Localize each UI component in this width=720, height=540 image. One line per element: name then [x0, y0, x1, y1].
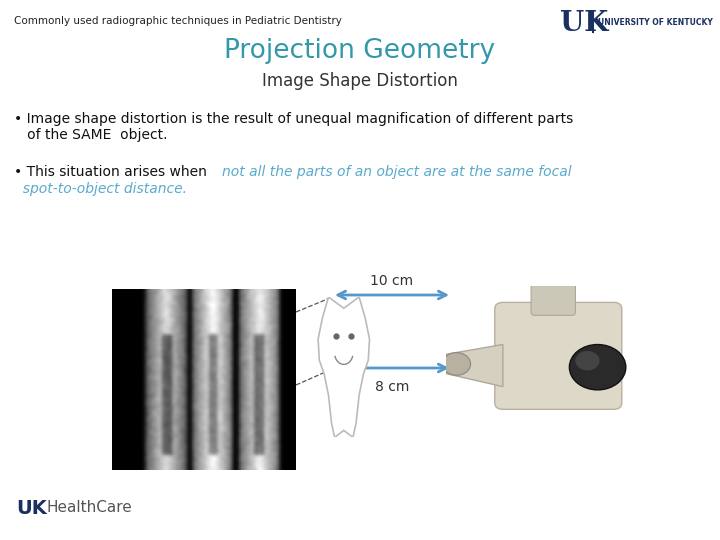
Polygon shape — [446, 345, 503, 387]
Polygon shape — [318, 297, 369, 437]
Text: UK: UK — [560, 10, 608, 37]
Text: Projection Geometry: Projection Geometry — [225, 38, 495, 64]
Text: 8 cm: 8 cm — [375, 380, 409, 394]
Text: HealthCare: HealthCare — [46, 501, 132, 516]
FancyBboxPatch shape — [531, 283, 575, 315]
Text: 10 cm: 10 cm — [370, 274, 413, 288]
Circle shape — [570, 345, 626, 390]
Text: • Image shape distortion is the result of unequal magnification of different par: • Image shape distortion is the result o… — [14, 112, 573, 142]
Circle shape — [442, 353, 471, 375]
Text: • This situation arises when: • This situation arises when — [14, 165, 211, 179]
FancyBboxPatch shape — [495, 302, 622, 409]
Text: UNIVERSITY OF KENTUCKY: UNIVERSITY OF KENTUCKY — [598, 18, 713, 27]
Text: UK: UK — [16, 498, 47, 517]
Circle shape — [575, 351, 600, 370]
Text: Commonly used radiographic techniques in Pediatric Dentistry: Commonly used radiographic techniques in… — [14, 16, 342, 26]
Text: Image Shape Distortion: Image Shape Distortion — [262, 72, 458, 90]
Text: not all the parts of an object are at the same focal: not all the parts of an object are at th… — [222, 165, 572, 179]
Text: spot-to-object distance.: spot-to-object distance. — [14, 182, 187, 196]
